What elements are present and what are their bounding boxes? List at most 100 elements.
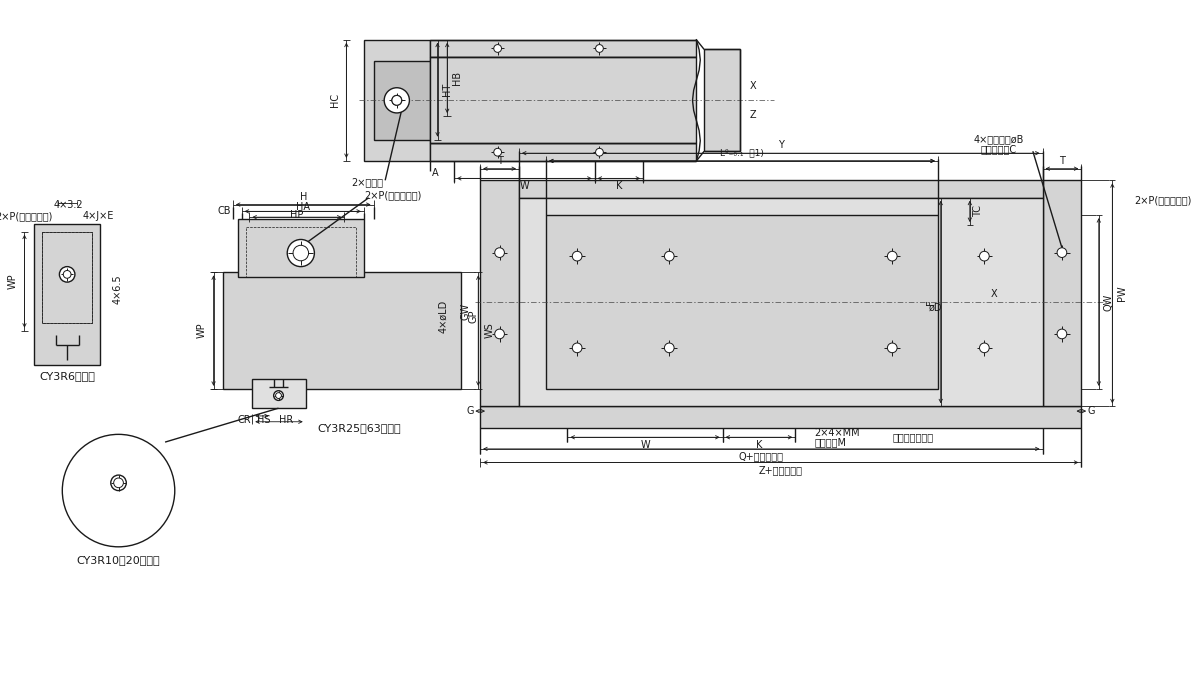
Circle shape <box>65 272 69 277</box>
Bar <box>42 232 92 323</box>
Circle shape <box>60 267 75 282</box>
Text: Q+ストローク: Q+ストローク <box>739 452 783 462</box>
Text: T: T <box>1059 156 1065 166</box>
Text: T: T <box>497 156 502 166</box>
Circle shape <box>1057 248 1066 258</box>
Text: W: W <box>520 181 530 191</box>
Text: 2×4×MM: 2×4×MM <box>815 428 860 438</box>
Bar <box>237 219 364 277</box>
Circle shape <box>288 239 314 267</box>
Text: 4×øLD: 4×øLD <box>438 300 448 332</box>
Text: HA: HA <box>296 202 310 211</box>
Bar <box>97 469 140 498</box>
Text: 2×P(配管ポート): 2×P(配管ポート) <box>1135 195 1192 204</box>
Text: ねじ深さM: ねじ深さM <box>815 437 847 447</box>
Circle shape <box>595 45 604 52</box>
Text: WP: WP <box>196 323 207 338</box>
Text: L⁰₋₀.₁  注1): L⁰₋₀.₁ 注1) <box>720 148 764 158</box>
Circle shape <box>495 329 504 339</box>
Text: K: K <box>616 181 622 191</box>
Circle shape <box>276 393 282 398</box>
Circle shape <box>294 245 309 261</box>
Text: WP: WP <box>8 273 18 289</box>
Text: GP: GP <box>468 309 478 323</box>
Bar <box>430 57 696 144</box>
Bar <box>35 224 101 365</box>
Text: 2×P(配管ポート): 2×P(配管ポート) <box>0 211 53 221</box>
Text: 4×座ぐり径øB: 4×座ぐり径øB <box>974 134 1024 145</box>
Text: 4×J×E: 4×J×E <box>83 211 114 221</box>
Bar <box>519 198 1042 406</box>
Text: A: A <box>431 167 438 178</box>
Bar <box>430 144 696 161</box>
Circle shape <box>1057 329 1066 339</box>
Bar <box>246 227 356 277</box>
Text: HS: HS <box>258 415 271 425</box>
Text: CY3R10～20の場合: CY3R10～20の場合 <box>77 555 161 566</box>
Text: スイッチレール: スイッチレール <box>893 433 933 442</box>
Text: WS: WS <box>485 323 495 339</box>
Text: Y: Y <box>778 141 783 150</box>
Bar <box>430 40 696 57</box>
Text: HT: HT <box>442 83 452 97</box>
Circle shape <box>573 251 582 261</box>
Text: 4×6.5: 4×6.5 <box>113 274 122 304</box>
Text: QW: QW <box>1103 293 1113 311</box>
Circle shape <box>495 248 504 258</box>
Circle shape <box>665 343 674 353</box>
Text: G: G <box>467 406 474 416</box>
Bar <box>253 379 305 408</box>
Text: Z+ストローク: Z+ストローク <box>758 466 803 475</box>
Bar <box>480 406 1082 428</box>
Text: K: K <box>756 440 762 450</box>
Circle shape <box>295 247 307 259</box>
Circle shape <box>494 148 502 156</box>
Text: TC: TC <box>973 205 982 218</box>
Text: 2×P(配管ポート): 2×P(配管ポート) <box>364 190 422 200</box>
Bar <box>704 50 740 151</box>
Text: X: X <box>991 289 998 299</box>
Text: CR: CR <box>237 415 252 425</box>
Text: 2×プラグ: 2×プラグ <box>351 177 383 188</box>
Circle shape <box>392 95 401 105</box>
Circle shape <box>110 475 126 491</box>
Text: HR: HR <box>279 415 294 425</box>
Circle shape <box>392 95 401 105</box>
Text: CY3R6の場合: CY3R6の場合 <box>40 371 95 382</box>
Circle shape <box>888 343 897 353</box>
Circle shape <box>888 251 897 261</box>
Text: CB: CB <box>218 206 231 216</box>
Circle shape <box>114 478 123 488</box>
Text: 4×3.2: 4×3.2 <box>53 199 83 209</box>
Circle shape <box>494 45 502 52</box>
Circle shape <box>385 88 410 113</box>
Text: 座ぐり深さC: 座ぐり深さC <box>981 144 1017 154</box>
Circle shape <box>62 435 175 547</box>
Circle shape <box>273 391 284 400</box>
Circle shape <box>980 251 990 261</box>
Text: G: G <box>1088 406 1095 416</box>
Circle shape <box>63 270 71 279</box>
Bar <box>1042 181 1082 406</box>
Bar <box>364 40 430 161</box>
Text: PW: PW <box>1117 286 1127 301</box>
Text: CY3R25～63の場合: CY3R25～63の場合 <box>317 423 401 433</box>
Bar <box>546 215 938 389</box>
Text: HC: HC <box>329 93 340 107</box>
Text: F: F <box>926 299 936 304</box>
Text: øD: øD <box>930 303 943 313</box>
Text: X: X <box>750 80 756 91</box>
Bar <box>519 181 1042 198</box>
Text: H: H <box>300 192 307 202</box>
Text: HP: HP <box>290 210 303 220</box>
Text: GW: GW <box>461 302 471 320</box>
Circle shape <box>573 343 582 353</box>
Circle shape <box>980 343 990 353</box>
Bar <box>374 61 430 139</box>
Bar <box>42 232 92 323</box>
Text: HB: HB <box>452 71 462 85</box>
Text: Z: Z <box>750 110 756 120</box>
Bar <box>223 272 461 389</box>
Circle shape <box>665 251 674 261</box>
Bar <box>480 181 519 406</box>
